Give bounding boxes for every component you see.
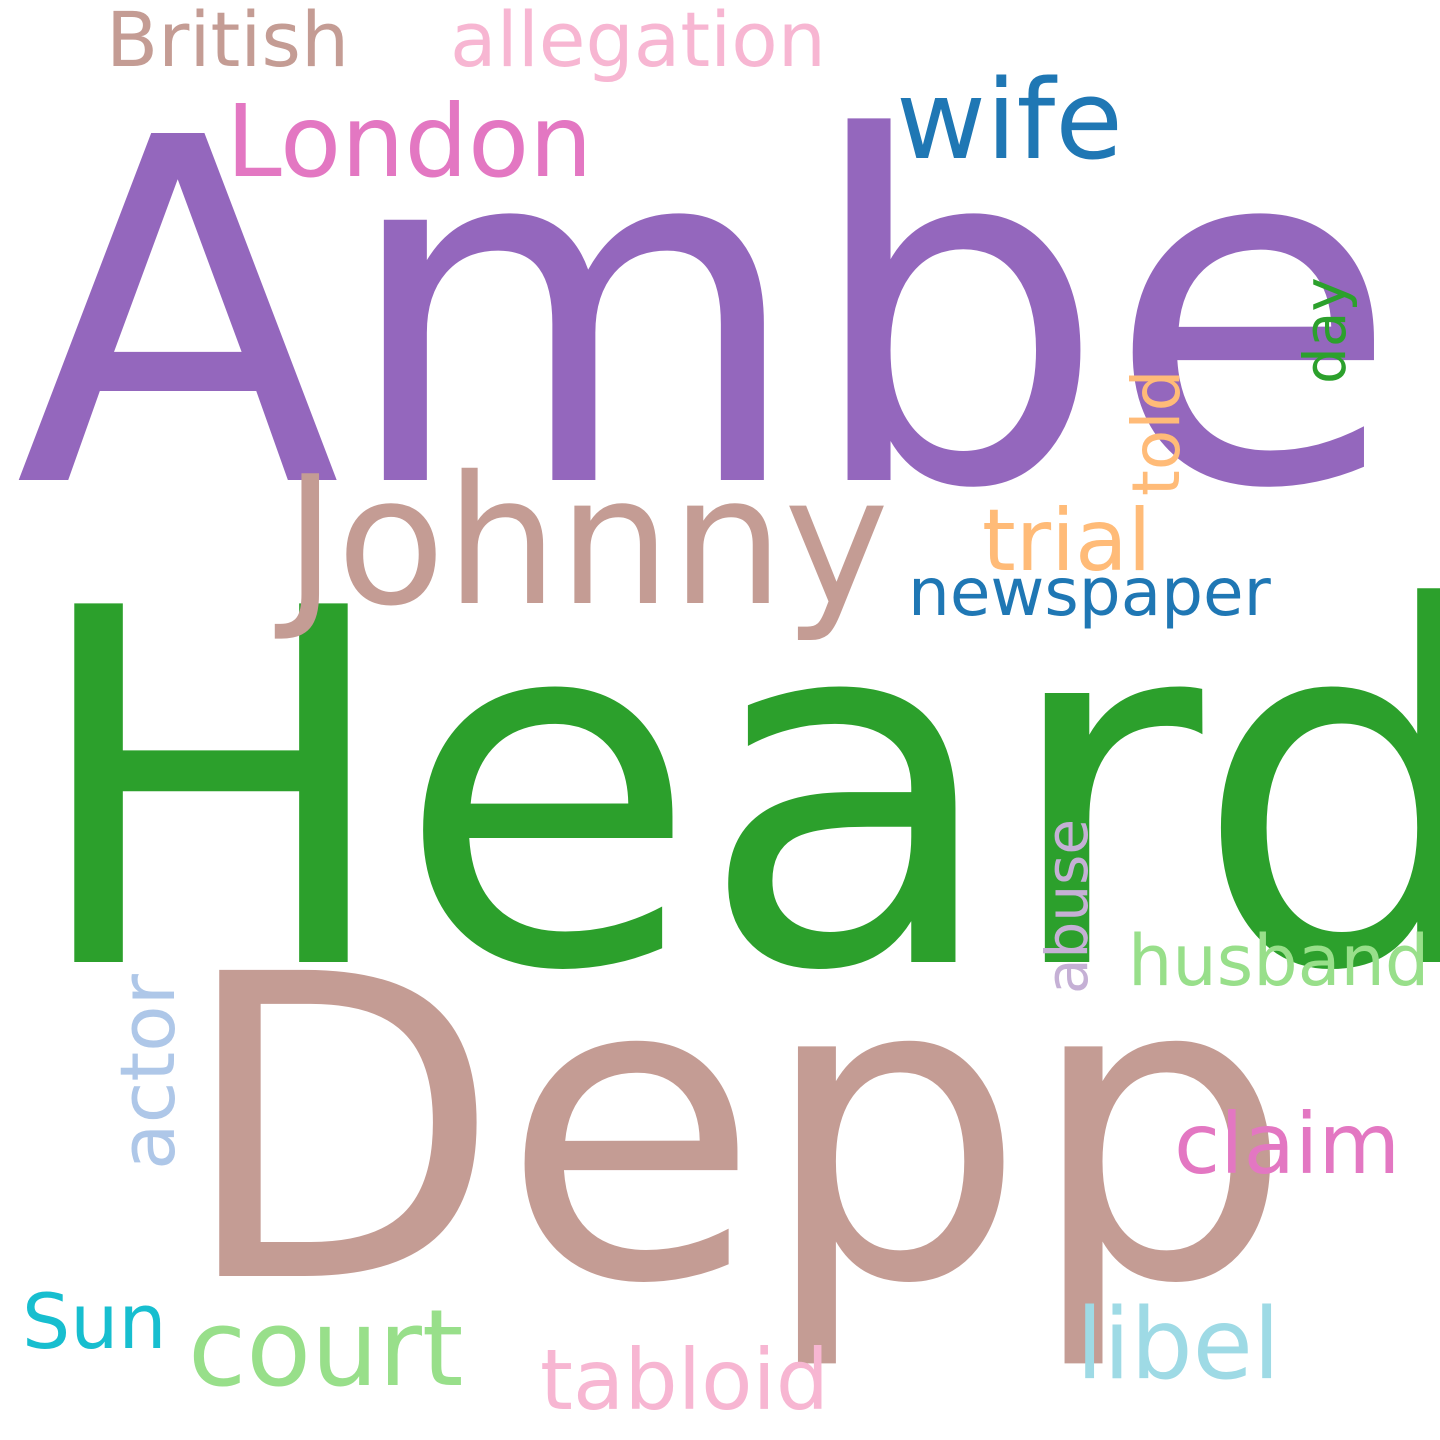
word-wife: wife [896, 56, 1123, 184]
word-sun: Sun [22, 1277, 167, 1366]
word-newspaper: newspaper [908, 554, 1271, 631]
word-abuse: abuse [1033, 818, 1101, 994]
word-trial: trial [982, 491, 1152, 591]
word-court: court [188, 1287, 464, 1410]
word-british: British [106, 0, 350, 84]
word-claim: claim [1174, 1095, 1401, 1193]
word-london: London [226, 83, 593, 200]
word-actor: actor [103, 974, 192, 1170]
word-depp: Depp [178, 887, 1294, 1376]
word-amber: Amber [15, 39, 1440, 593]
word-allegation: allegation [450, 0, 826, 84]
word-heard: Heard [26, 506, 1440, 1079]
word-husband: husband [1128, 920, 1430, 1002]
word-johnny: Johnny [284, 438, 890, 645]
word-told: told [1118, 369, 1195, 497]
word-day: day [1291, 277, 1359, 384]
word-tabloid: tabloid [540, 1331, 830, 1429]
word-libel: libel [1076, 1288, 1281, 1402]
